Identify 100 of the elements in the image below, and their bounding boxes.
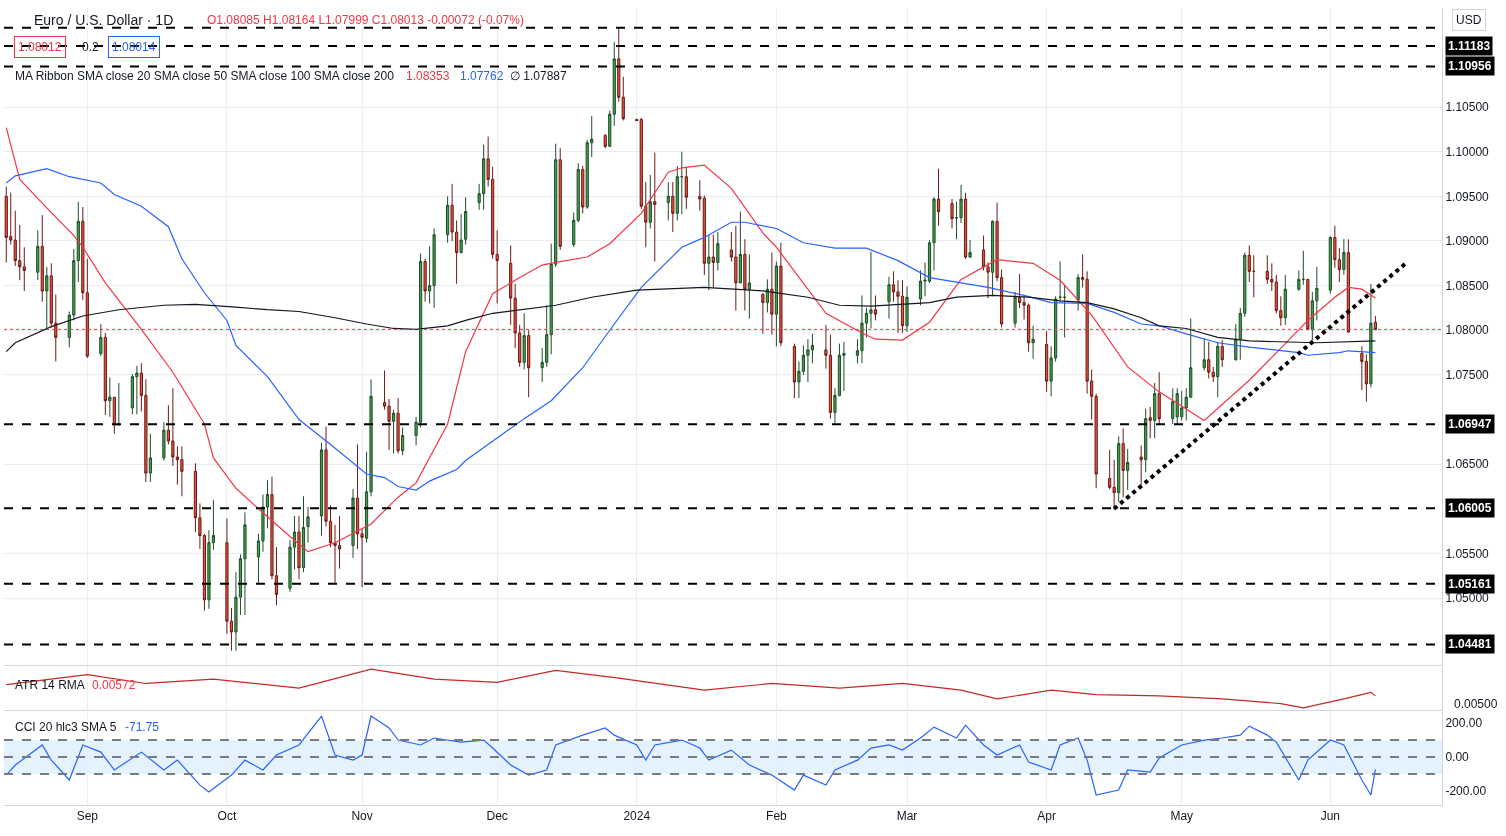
candlestick	[1252, 254, 1256, 298]
ref-line-label: 1.04481	[1448, 637, 1492, 651]
line-series	[5, 168, 1376, 491]
candlestick	[1013, 291, 1017, 329]
x-tick-label: Jun	[1320, 809, 1341, 824]
candlestick	[1234, 323, 1238, 362]
candlestick	[103, 332, 107, 416]
candlestick	[806, 338, 810, 383]
annotation: 1.07762	[460, 69, 504, 83]
candlestick	[1175, 387, 1179, 425]
text: ATR 14 RMA	[15, 678, 85, 692]
candlestick	[774, 261, 778, 347]
candlestick	[675, 165, 679, 221]
text: CCI 20 hlc3 SMA 5	[15, 720, 117, 734]
candlestick	[765, 278, 769, 313]
y-tick-label: 200.00	[1445, 716, 1483, 731]
candlestick	[391, 409, 396, 454]
candlestick	[1369, 283, 1373, 388]
candlestick	[747, 253, 751, 320]
candlestick	[968, 239, 972, 259]
ref-line-label: 1.06947	[1448, 417, 1492, 431]
candlestick	[301, 495, 306, 573]
x-tick-label: Feb	[766, 809, 788, 824]
y-tick-label: 1.10000	[1445, 144, 1490, 159]
annotation: 0.00572	[92, 678, 136, 692]
candlestick	[779, 242, 783, 347]
candlestick	[743, 238, 747, 312]
x-tick-label: Oct	[217, 809, 237, 824]
annotation: 1.08353	[406, 69, 450, 83]
x-tick-label: Sep	[76, 809, 99, 824]
chart-title: Euro / U.S. Dollar · 1D	[34, 12, 174, 28]
candlestick	[905, 286, 909, 333]
candlestick	[36, 229, 40, 281]
y-tick-label: 1.09500	[1445, 189, 1490, 204]
candlestick	[603, 133, 607, 149]
candlestick	[1342, 238, 1346, 276]
annotation: 1.08012	[18, 40, 62, 54]
candlestick	[112, 396, 116, 435]
ref-line-label: 1.05161	[1448, 577, 1492, 591]
candlestick	[1202, 337, 1206, 371]
candlestick	[680, 151, 684, 215]
candlestick	[527, 329, 531, 398]
y-tick-label: 0.00	[1445, 750, 1470, 765]
candlestick	[1220, 339, 1224, 368]
candlestick	[950, 198, 954, 229]
candlestick	[558, 147, 562, 251]
candlestick	[162, 421, 166, 462]
candlestick	[1031, 325, 1035, 360]
ref-line-label: 1.11183	[1448, 39, 1491, 53]
candlestick	[990, 219, 995, 297]
candlestick	[738, 211, 742, 284]
candlestick	[1144, 408, 1148, 473]
chart-subtitle: O1.08085 H1.08164 L1.07999 C1.08013 -0.00072 (-0.07%)	[207, 13, 524, 27]
candlestick	[653, 152, 657, 263]
candlestick	[108, 377, 112, 418]
candlestick	[707, 234, 711, 291]
candlestick	[1058, 261, 1062, 303]
candlestick	[761, 292, 765, 335]
text: USD	[1456, 13, 1482, 27]
candlestick	[400, 427, 405, 456]
ref-line-label: 1.10956	[1448, 59, 1492, 73]
candlestick	[684, 166, 688, 210]
candlestick	[1283, 274, 1287, 326]
candlestick	[671, 181, 675, 233]
candlestick	[1076, 273, 1080, 312]
candlestick	[873, 294, 878, 321]
y-tick-label: 1.09000	[1445, 234, 1490, 249]
candlestick	[1139, 444, 1143, 486]
x-tick-label: Nov	[351, 809, 373, 824]
candlestick	[1117, 435, 1121, 503]
candlestick	[135, 365, 139, 415]
candlestick	[117, 382, 121, 427]
ref-line-label: 1.06005	[1448, 501, 1492, 515]
candlestick	[148, 433, 152, 483]
candlestick	[770, 252, 774, 336]
y-tick-label: -200.00	[1445, 784, 1487, 799]
candlestick	[1171, 387, 1175, 425]
x-tick-label: Dec	[486, 809, 508, 824]
candlestick	[1346, 238, 1350, 334]
candlestick	[180, 445, 184, 497]
candlestick	[99, 323, 103, 357]
candlestick	[734, 225, 738, 312]
y-tick-label: 1.10500	[1445, 100, 1490, 115]
candlestick	[351, 488, 355, 559]
candlestick	[1063, 285, 1067, 338]
candlestick	[860, 294, 864, 364]
annotation: MA Ribbon SMA close 20 SMA close 50 SMA close 100 SMA close 200	[15, 69, 395, 83]
candlestick	[716, 231, 720, 271]
candlestick	[648, 174, 652, 229]
candlestick	[1207, 341, 1211, 379]
candlestick	[963, 192, 968, 260]
candlestick	[900, 279, 905, 334]
candlestick	[1153, 382, 1157, 439]
candlestick	[1126, 448, 1130, 491]
candlestick	[1373, 315, 1377, 331]
candlestick	[936, 168, 941, 227]
candlestick	[432, 227, 436, 309]
candlestick	[666, 181, 670, 221]
candlestick	[396, 397, 400, 454]
candlestick	[1148, 406, 1152, 439]
